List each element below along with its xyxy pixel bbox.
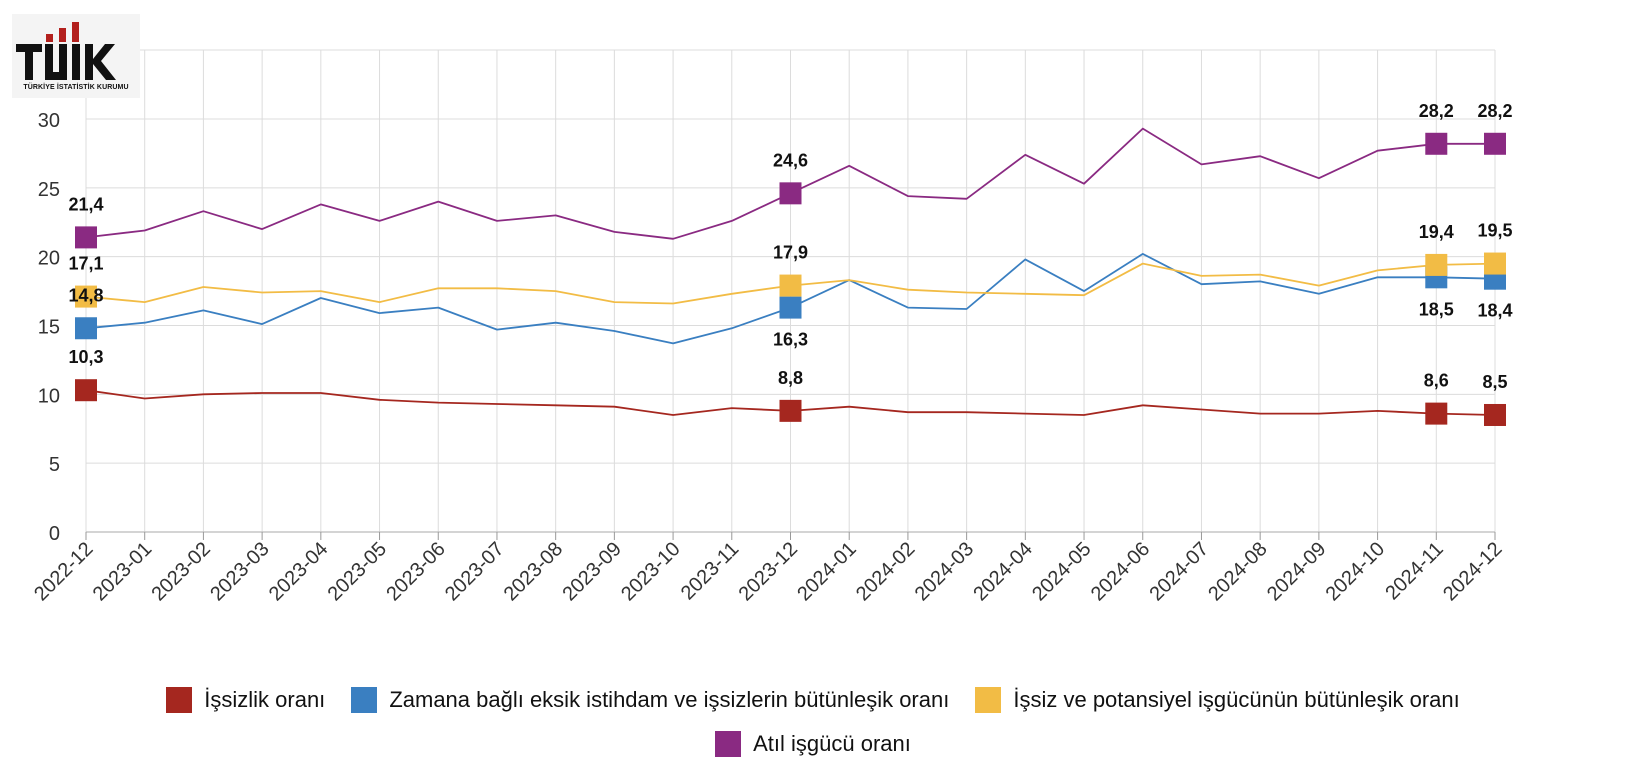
data-label: 21,4 [68,194,103,214]
data-point-marker [75,317,97,340]
x-tick-label: 2023-01 [89,538,156,605]
x-tick-label: 2024-09 [1263,538,1330,605]
data-labels: 10,3 8,8 8,6 8,5 14,8 16,3 18,5 18,4 17,1 17,9 19,… [68,101,1512,392]
data-point-marker [779,296,802,319]
legend-row-2: Atıl işgücü oranı [0,722,1626,766]
x-tick-label: 2023-06 [382,538,449,605]
x-tick-label: 2023-03 [206,538,273,605]
data-label: 24,6 [773,150,808,170]
x-tick-label: 2024-02 [852,538,919,605]
x-tick-label: 2024-03 [911,538,978,605]
series-markers [75,132,1506,426]
data-point-marker [779,182,802,205]
data-label: 19,5 [1477,221,1512,241]
x-tick-label: 2024-10 [1322,538,1389,605]
legend: İşsizlik oranı Zamana bağlı eksik istihd… [0,678,1626,766]
tuik-logo-icon [16,22,116,80]
data-point-marker [75,226,97,249]
y-tick-label: 15 [38,317,60,339]
data-label: 18,5 [1419,299,1454,319]
data-point-marker [779,274,802,297]
data-label: 8,8 [778,368,803,388]
data-label: 10,3 [68,347,103,367]
data-point-marker [779,399,802,422]
data-point-marker [1425,132,1448,155]
x-tick-label: 2023-09 [558,538,625,605]
legend-item-issiz-potansiyel[interactable]: İşsiz ve potansiyel işgücünün bütünleşik… [975,687,1460,713]
legend-label: Zamana bağlı eksik istihdam ve işsizleri… [389,687,950,712]
x-tick-label: 2024-12 [1439,538,1506,605]
x-tick-label: 2023-10 [617,538,684,605]
x-tick-label: 2023-07 [441,538,508,605]
x-tick-label: 2023-12 [735,538,802,605]
data-label: 16,3 [773,330,808,350]
legend-swatch [351,687,378,713]
x-tick-label: 2024-07 [1146,538,1213,605]
data-point-marker [1425,402,1448,425]
x-tick-label: 2024-06 [1087,538,1154,605]
legend-label: Atıl işgücü oranı [753,731,911,756]
logo-subtitle: TÜRKİYE İSTATİSTİK KURUMU [23,84,129,91]
legend-item-issizlik[interactable]: İşsizlik oranı [166,687,325,713]
data-label: 14,8 [68,285,103,305]
x-tick-label: 2023-08 [500,538,567,605]
legend-swatch [975,687,1002,713]
axes: 0 5 10 15 20 25 30 2022-122023-012023-022023-03… [30,110,1506,605]
data-label: 8,6 [1424,371,1449,391]
data-label: 28,2 [1477,101,1512,121]
x-tick-label: 2023-11 [677,538,743,604]
data-point-marker [75,379,97,402]
x-tick-label: 2024-08 [1204,538,1271,605]
data-point-marker [1484,403,1506,426]
y-tick-label: 20 [38,248,60,270]
data-label: 8,5 [1482,372,1507,392]
x-tick-label: 2024-01 [793,538,860,605]
x-tick-label: 2024-04 [969,538,1036,605]
x-tick-label: 2023-05 [324,538,391,605]
tuik-logo: TÜRKİYE İSTATİSTİK KURUMU [12,14,140,98]
data-label: 17,9 [773,243,808,263]
x-tick-label: 2022-12 [30,538,97,605]
data-label: 18,4 [1477,301,1512,321]
data-point-marker [1425,253,1448,276]
legend-swatch [715,731,742,757]
line-chart: 0 5 10 15 20 25 30 2022-122023-012023-022023-03… [30,49,1513,605]
legend-label: İşsiz ve potansiyel işgücünün bütünleşik… [1013,687,1460,712]
legend-label: İşsizlik oranı [204,687,326,712]
y-tick-label: 10 [38,385,60,407]
y-tick-label: 0 [49,523,60,545]
legend-item-atil-isgucu[interactable]: Atıl işgücü oranı [715,731,911,757]
x-tick-label: 2023-04 [265,538,332,605]
x-tick-label: 2024-05 [1028,538,1095,605]
y-tick-label: 30 [38,110,60,132]
data-label: 19,4 [1419,222,1454,242]
legend-swatch [166,687,193,713]
data-point-marker [75,285,97,308]
legend-row-1: İşsizlik oranı Zamana bağlı eksik istihd… [0,678,1626,722]
x-tick-label: 2023-02 [147,538,214,605]
data-point-marker [1484,132,1506,155]
data-label: 17,1 [68,254,103,274]
y-tick-label: 25 [38,179,60,201]
legend-item-zamana-bagli[interactable]: Zamana bağlı eksik istihdam ve işsizleri… [351,687,949,713]
data-point-marker [1484,252,1506,275]
data-label: 28,2 [1419,101,1454,121]
x-tick-label: 2024-11 [1381,538,1447,604]
y-tick-label: 5 [49,454,60,476]
